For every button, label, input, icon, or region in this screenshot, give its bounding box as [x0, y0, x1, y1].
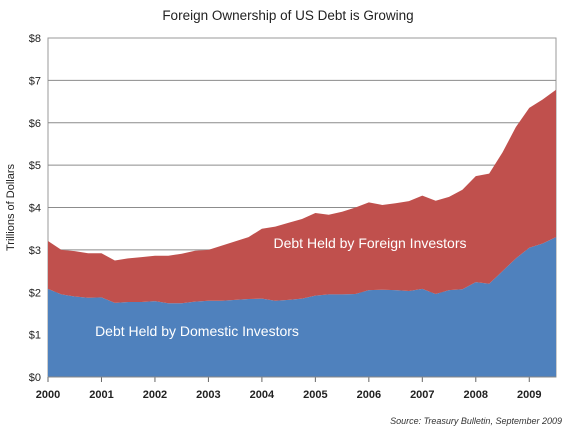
- x-tick-label: 2003: [196, 389, 220, 401]
- x-tick-label: 2000: [36, 389, 60, 401]
- x-tick-label: 2001: [89, 389, 113, 401]
- chart-title: Foreign Ownership of US Debt is Growing: [162, 8, 414, 23]
- x-tick-label: 2007: [410, 389, 434, 401]
- source-note: Source: Treasury Bulletin, September 200…: [390, 416, 562, 426]
- x-tick-label: 2008: [464, 389, 488, 401]
- x-tick-label: 2005: [303, 389, 327, 401]
- y-tick-label: $8: [29, 33, 41, 45]
- y-axis-label: Trillions of Dollars: [5, 164, 17, 252]
- series-label-domestic: Debt Held by Domestic Investors: [95, 323, 299, 339]
- series-area-domestic: [48, 237, 556, 377]
- y-tick-label: $6: [29, 118, 41, 130]
- y-tick-label: $3: [29, 245, 41, 257]
- y-tick-label: $2: [29, 287, 41, 299]
- y-tick-label: $5: [29, 160, 41, 172]
- x-tick-label: 2004: [250, 389, 275, 401]
- x-tick-label: 2009: [517, 389, 541, 401]
- y-tick-label: $4: [29, 203, 41, 215]
- x-tick-label: 2002: [143, 389, 167, 401]
- series-area-foreign: [48, 89, 556, 304]
- series-label-foreign: Debt Held by Foreign Investors: [274, 235, 467, 251]
- x-tick-label: 2006: [357, 389, 381, 401]
- y-tick-label: $0: [29, 372, 41, 384]
- y-tick-label: $1: [29, 330, 41, 342]
- y-tick-label: $7: [29, 75, 41, 87]
